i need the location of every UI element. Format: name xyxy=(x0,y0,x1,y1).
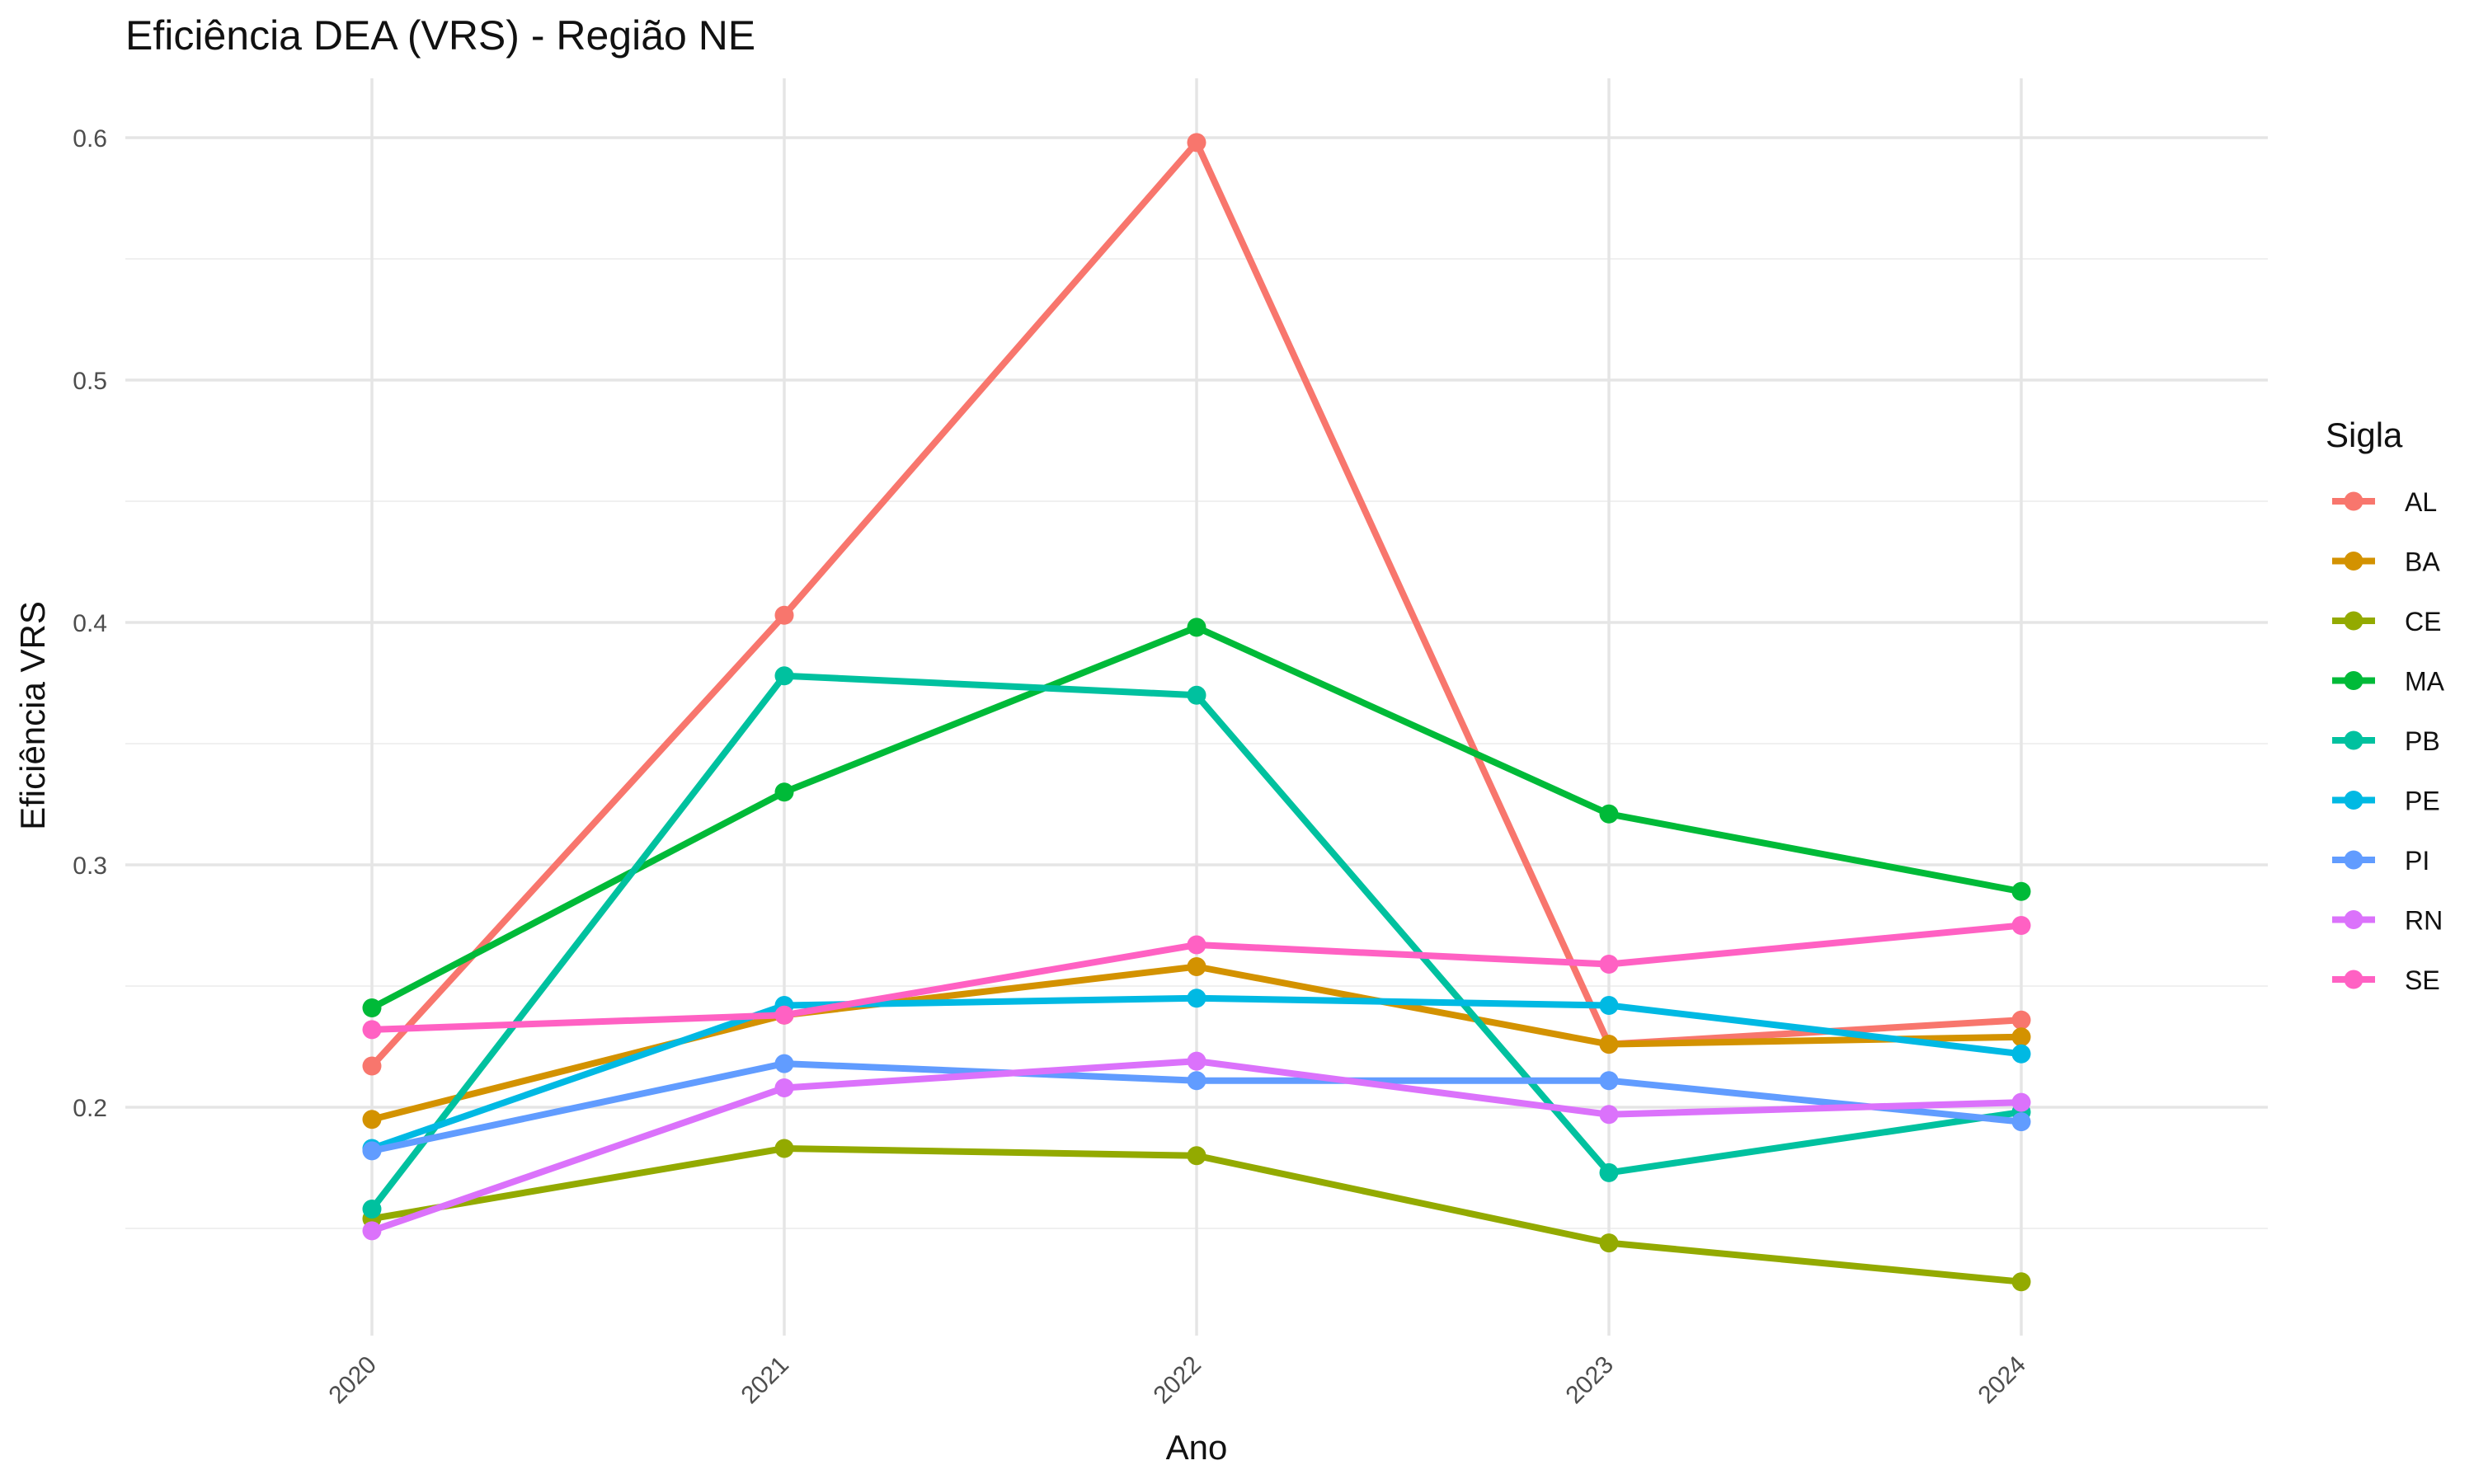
data-point xyxy=(2011,1010,2031,1030)
data-point xyxy=(362,1020,382,1040)
x-axis-title: Ano xyxy=(1166,1428,1228,1467)
legend-key-point xyxy=(2344,910,2363,929)
legend-label: MA xyxy=(2405,667,2445,697)
x-tick-label: 2024 xyxy=(1973,1351,2031,1410)
legend-item-al: AL xyxy=(2332,487,2437,517)
legend-label: CE xyxy=(2405,607,2441,636)
series-ma xyxy=(362,618,2031,1017)
data-point xyxy=(2011,1112,2031,1132)
legend-item-pe: PE xyxy=(2332,787,2440,816)
legend: AL BA CE MA PB PE PI RN SE xyxy=(2332,487,2445,995)
legend-item-se: SE xyxy=(2332,965,2440,995)
legend-title: Sigla xyxy=(2326,416,2403,454)
data-point xyxy=(1599,1105,1619,1125)
legend-label: RN xyxy=(2405,906,2443,936)
legend-label: SE xyxy=(2405,965,2440,995)
data-point xyxy=(774,1078,794,1097)
data-point xyxy=(1187,1051,1206,1071)
legend-key-point xyxy=(2344,791,2363,810)
legend-key-point xyxy=(2344,611,2363,631)
y-tick-label: 0.2 xyxy=(73,1095,107,1122)
data-point xyxy=(1187,935,1206,955)
data-point xyxy=(1187,685,1206,705)
data-point xyxy=(362,1056,382,1076)
x-tick-label: 2021 xyxy=(736,1351,794,1410)
data-point xyxy=(2011,881,2031,901)
legend-key-point xyxy=(2344,850,2363,870)
data-point xyxy=(1599,1035,1619,1054)
data-point xyxy=(1599,1071,1619,1091)
legend-item-ma: MA xyxy=(2332,667,2445,697)
data-point xyxy=(1187,989,1206,1008)
data-point xyxy=(1187,1146,1206,1166)
legend-item-pb: PB xyxy=(2332,726,2440,756)
data-point xyxy=(774,605,794,625)
legend-key-point xyxy=(2344,491,2363,511)
data-point xyxy=(1187,133,1206,153)
data-point xyxy=(774,782,794,802)
y-tick-label: 0.6 xyxy=(73,125,107,153)
legend-label: PI xyxy=(2405,846,2429,876)
data-point xyxy=(362,1141,382,1161)
legend-label: BA xyxy=(2405,547,2440,577)
series-pi xyxy=(362,1054,2031,1161)
data-point xyxy=(2011,916,2031,935)
y-axis-title: Eficiência VRS xyxy=(13,601,52,830)
legend-key-point xyxy=(2344,730,2363,750)
data-point xyxy=(1187,1071,1206,1091)
data-point xyxy=(2011,1044,2031,1064)
series-layer xyxy=(362,133,2031,1292)
series-se xyxy=(362,916,2031,1040)
data-point xyxy=(1599,996,1619,1015)
data-point xyxy=(774,1054,794,1073)
legend-item-pi: PI xyxy=(2332,846,2429,876)
series-rn xyxy=(362,1051,2031,1241)
legend-key-point xyxy=(2344,671,2363,690)
legend-key-point xyxy=(2344,552,2363,571)
data-point xyxy=(362,1110,382,1129)
data-point xyxy=(362,998,382,1017)
data-point xyxy=(2011,1027,2031,1047)
data-point xyxy=(1187,957,1206,976)
x-tick-label: 2023 xyxy=(1560,1351,1619,1410)
y-tick-label: 0.5 xyxy=(73,368,107,395)
y-tick-label: 0.3 xyxy=(73,852,107,880)
legend-item-ce: CE xyxy=(2332,607,2441,636)
data-point xyxy=(1599,1162,1619,1182)
data-point xyxy=(2011,1272,2031,1292)
data-point xyxy=(2011,1092,2031,1112)
legend-label: PB xyxy=(2405,726,2440,756)
data-point xyxy=(362,1221,382,1241)
legend-label: AL xyxy=(2405,487,2437,517)
data-point xyxy=(774,1139,794,1158)
x-tick-label: 2022 xyxy=(1148,1351,1206,1410)
data-point xyxy=(1187,618,1206,637)
legend-item-ba: BA xyxy=(2332,547,2440,577)
legend-item-rn: RN xyxy=(2332,906,2443,936)
legend-key-point xyxy=(2344,970,2363,989)
data-point xyxy=(362,1200,382,1219)
chart-title: Eficiência DEA (VRS) - Região NE xyxy=(125,12,755,59)
data-point xyxy=(774,666,794,686)
data-point xyxy=(1599,955,1619,974)
x-tick-label: 2020 xyxy=(323,1351,382,1410)
data-point xyxy=(1599,1233,1619,1253)
data-point xyxy=(774,1005,794,1025)
series-ce xyxy=(362,1139,2031,1292)
data-point xyxy=(1599,804,1619,824)
legend-label: PE xyxy=(2405,787,2440,816)
y-tick-label: 0.4 xyxy=(73,610,107,637)
